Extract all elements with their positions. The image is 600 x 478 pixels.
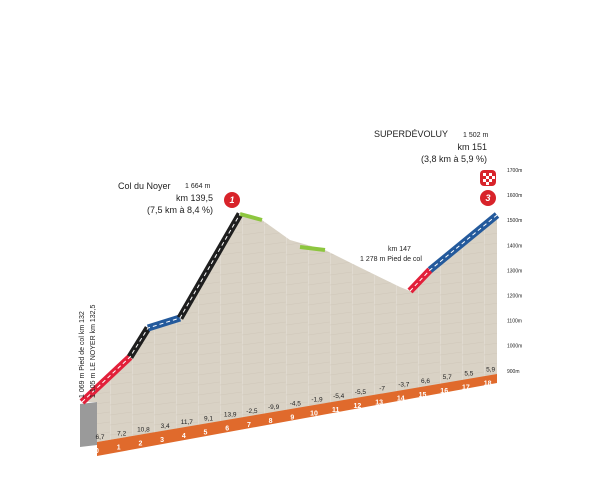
km-label: 12 xyxy=(354,403,362,410)
point-label: 1 278 m Pied de col xyxy=(360,256,422,263)
climb-altitude: 1 502 m xyxy=(463,132,488,139)
gradient-label: -4,5 xyxy=(290,400,302,407)
climb-km: km 139,5 xyxy=(176,193,213,203)
km-label: 17 xyxy=(462,384,470,391)
gradient-label: 5,5 xyxy=(464,370,473,377)
km-label: 11 xyxy=(332,407,340,414)
km-label: 6 xyxy=(225,426,229,433)
gradient-label: 6,6 xyxy=(421,378,430,385)
gradient-label: -3,7 xyxy=(398,382,410,389)
gradient-label: -7 xyxy=(379,385,385,392)
altitude-label: 1700m xyxy=(507,168,522,174)
altitude-label: 1300m xyxy=(507,268,522,274)
point-km: km 147 xyxy=(388,246,411,253)
km-label: 13 xyxy=(375,399,383,406)
km-label: 8 xyxy=(269,418,273,425)
climb-altitude: 1 664 m xyxy=(185,183,210,190)
altitude-label: 1200m xyxy=(507,294,522,300)
climb-name: Col du Noyer xyxy=(118,181,171,191)
gradient-label: 13,9 xyxy=(224,412,237,419)
km-label: 1 xyxy=(117,444,121,451)
km-label: 4 xyxy=(182,433,186,440)
gradient-label: 11,7 xyxy=(181,419,194,426)
gradient-label: 10,8 xyxy=(137,427,150,434)
gradient-label: -5,5 xyxy=(355,389,367,396)
gradient-label: -2,5 xyxy=(246,408,258,415)
altitude-label: 1000m xyxy=(507,344,522,350)
km-label: 9 xyxy=(290,414,294,421)
altitude-label: 900m xyxy=(507,369,520,375)
climb-name: SUPERDÉVOLUY xyxy=(374,129,448,139)
left-label: 1 069 m Pied de col km 132 xyxy=(79,311,86,398)
altitude-label: 1100m xyxy=(507,319,522,325)
altitude-label: 1500m xyxy=(507,218,522,224)
climb-badge xyxy=(480,190,496,206)
km-label: 16 xyxy=(440,388,448,395)
climb-category: 1 xyxy=(229,195,234,205)
altitude-label: 1600m xyxy=(507,193,522,199)
km-label: 10 xyxy=(310,411,318,418)
km-label: 7 xyxy=(247,422,251,429)
km-label: 0 xyxy=(95,448,99,455)
gradient-label: 5,7 xyxy=(443,374,452,381)
front-face xyxy=(80,402,97,447)
center-dash xyxy=(81,213,498,403)
km-label: 14 xyxy=(397,396,405,403)
climb-category: 3 xyxy=(485,193,490,203)
left-label: 1 105 m LE NOYER km 132,5 xyxy=(90,305,97,398)
gradient-label: 6,7 xyxy=(95,434,104,441)
gradient-label: 9,1 xyxy=(204,415,213,422)
climb-detail: (7,5 km à 8,4 %) xyxy=(147,205,213,215)
altitude-label: 1400m xyxy=(507,243,522,249)
gradient-label: 5,9 xyxy=(486,367,495,374)
gradient-label: 3,4 xyxy=(161,423,170,430)
km-label: 2 xyxy=(138,441,142,448)
climb-km: km 151 xyxy=(457,142,487,152)
km-label: 5 xyxy=(204,429,208,436)
km-strip xyxy=(97,374,497,456)
km-label: 18 xyxy=(484,381,492,388)
gradient-label: -9,9 xyxy=(268,404,280,411)
gradient-label: -5,4 xyxy=(333,393,345,400)
gradient-label: 7,2 xyxy=(117,430,126,437)
climb-badge xyxy=(224,192,240,208)
km-label: 15 xyxy=(419,392,427,399)
profile-area xyxy=(82,214,497,442)
climb-detail: (3,8 km à 5,9 %) xyxy=(421,154,487,164)
km-label: 3 xyxy=(160,437,164,444)
gradient-label: -1,9 xyxy=(311,397,323,404)
finish-checks xyxy=(483,173,495,185)
